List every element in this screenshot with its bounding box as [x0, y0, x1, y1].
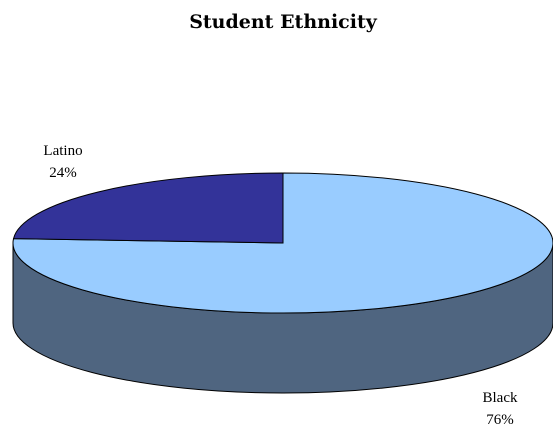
slice-value-black: 76% — [486, 412, 514, 428]
slice-label-latino: Latino — [43, 143, 82, 159]
slice-label-black: Black — [483, 390, 518, 406]
pie-top-group — [12, 172, 553, 314]
pie-slice-latino — [12, 172, 284, 244]
slice-value-latino: 24% — [49, 165, 77, 181]
chart-title: Student Ethnicity — [189, 11, 378, 33]
